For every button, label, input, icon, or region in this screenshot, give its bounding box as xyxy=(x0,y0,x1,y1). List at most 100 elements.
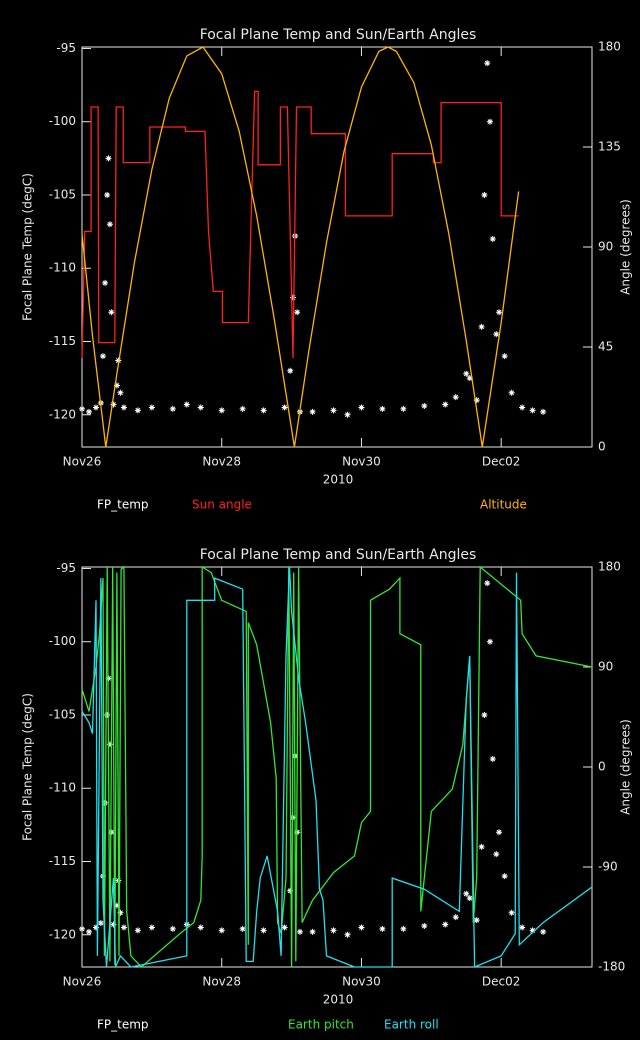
y2-axis-label: Angle (degrees) xyxy=(619,719,633,815)
chart-title: Focal Plane Temp and Sun/Earth Angles xyxy=(200,27,477,43)
legend-entry: Earth roll xyxy=(384,1018,439,1032)
series-line xyxy=(81,565,593,968)
fp-temp-point xyxy=(466,375,473,382)
fp-temp-point xyxy=(508,389,515,396)
series-line xyxy=(81,566,593,968)
x-tick-label: Nov28 xyxy=(202,975,241,989)
y2-tick-label: -90 xyxy=(598,860,618,874)
fp-temp-point xyxy=(260,407,267,414)
y2-tick-label: 0 xyxy=(598,440,606,454)
fp-temp-point xyxy=(110,401,117,408)
fp-temp-point xyxy=(309,928,316,935)
fp-temp-point xyxy=(148,404,155,411)
fp-temp-point xyxy=(330,407,337,414)
fp-temp-point xyxy=(105,155,112,162)
x-axis-label: 2010 xyxy=(323,993,354,1007)
x-tick-label: Nov30 xyxy=(342,455,381,469)
fp-temp-point xyxy=(452,394,459,401)
fp-temp-point xyxy=(102,279,109,286)
fp-temp-point xyxy=(113,902,120,909)
x-axis-label: 2010 xyxy=(323,473,354,487)
fp-temp-point xyxy=(473,917,480,924)
x-tick-label: Nov26 xyxy=(63,455,102,469)
y-tick-label: -105 xyxy=(49,707,76,721)
legend-entry: FP_temp xyxy=(97,1018,149,1032)
fp-temp-point xyxy=(489,235,496,242)
fp-temp-point xyxy=(496,829,503,836)
fp-temp-point xyxy=(239,405,246,412)
fp-temp-point xyxy=(493,331,500,338)
fp-temp-point xyxy=(197,924,204,931)
fp-temp-point xyxy=(108,309,115,316)
y-tick-label: -100 xyxy=(49,634,76,648)
x-tick-label: Nov26 xyxy=(63,975,102,989)
fp-temp-point xyxy=(294,309,301,316)
fp-temp-point xyxy=(481,191,488,198)
y-tick-label: -115 xyxy=(49,334,76,348)
y-tick-label: -100 xyxy=(49,114,76,128)
y-axis-label: Focal Plane Temp (degC) xyxy=(21,173,35,321)
fp-temp-point xyxy=(529,927,536,934)
fp-temp-point xyxy=(92,404,99,411)
y2-tick-label: 180 xyxy=(598,40,621,54)
fp-temp-point xyxy=(134,407,141,414)
fp-temp-point xyxy=(421,402,428,409)
y2-tick-label: 135 xyxy=(598,140,621,154)
fp-temp-point xyxy=(442,401,449,408)
fp-temp-point xyxy=(379,405,386,412)
y-tick-label: -115 xyxy=(49,854,76,868)
fp-temp-point xyxy=(287,887,294,894)
fp-temp-point xyxy=(79,405,85,412)
fp-temp-point xyxy=(85,408,92,415)
y2-tick-label: 90 xyxy=(598,240,613,254)
fp-temp-point xyxy=(508,909,515,916)
fp-temp-point xyxy=(117,389,124,396)
fp-temp-point xyxy=(79,925,85,932)
plot-frame xyxy=(81,46,593,448)
fp-temp-point xyxy=(473,397,480,404)
fp-temp-point xyxy=(218,927,225,934)
fp-temp-point xyxy=(421,922,428,929)
fp-temp-point xyxy=(97,920,104,927)
fp-temp-point xyxy=(463,370,470,377)
fp-temp-point xyxy=(344,411,351,418)
y2-tick-label: 45 xyxy=(598,340,613,354)
fp-temp-point xyxy=(281,924,288,931)
fp-temp-point xyxy=(104,191,111,198)
y2-tick-label: -180 xyxy=(598,960,625,974)
fp-temp-point xyxy=(540,928,547,935)
fp-temp-point xyxy=(92,924,99,931)
fp-temp-point xyxy=(496,309,503,316)
fp-temp-point xyxy=(120,924,127,931)
y-axis-label: Focal Plane Temp (degC) xyxy=(21,693,35,841)
fp-temp-point xyxy=(489,755,496,762)
fp-temp-point xyxy=(120,404,127,411)
y2-tick-label: 0 xyxy=(598,760,606,774)
legend-entry: FP_temp xyxy=(97,498,149,512)
fp-temp-point xyxy=(239,925,246,932)
fp-temp-point xyxy=(501,353,508,360)
fp-temp-point xyxy=(110,921,117,928)
fp-temp-point xyxy=(442,921,449,928)
fp-temp-point xyxy=(281,404,288,411)
fp-temp-point xyxy=(344,931,351,938)
fp-temp-point xyxy=(478,843,485,850)
fp-temp-point xyxy=(260,927,267,934)
x-tick-label: Dec02 xyxy=(482,455,521,469)
fp-temp-point xyxy=(113,382,120,389)
fp-temp-point xyxy=(487,638,493,645)
fp-temp-point xyxy=(529,407,536,414)
fp-temp-point xyxy=(296,928,303,935)
fp-temp-point xyxy=(466,895,473,902)
fp-temp-point xyxy=(134,927,141,934)
fp-temp-point xyxy=(481,711,488,718)
fp-temp-point xyxy=(400,925,407,932)
fp-temp-point xyxy=(379,925,386,932)
fp-temp-point xyxy=(99,353,106,360)
fp-temp-point xyxy=(493,851,500,858)
fp-temp-point xyxy=(218,407,225,414)
fp-temp-point xyxy=(484,580,491,587)
y-tick-label: -110 xyxy=(49,261,76,275)
fp-temp-point xyxy=(106,221,113,228)
fp-temp-point xyxy=(478,323,485,330)
